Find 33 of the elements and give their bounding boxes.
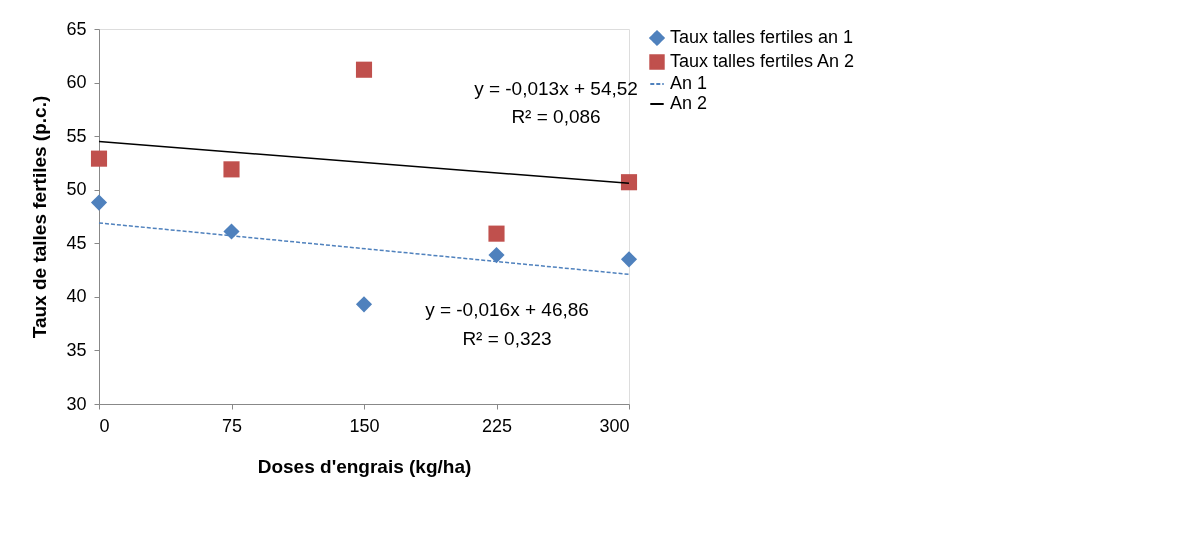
y-tick-label: 60: [66, 72, 87, 93]
point: [488, 225, 505, 242]
annotation: y = -0,016x + 46,86: [425, 299, 589, 320]
y-tick-label: 55: [66, 125, 87, 146]
point: [223, 223, 240, 240]
annotation: R² = 0,323: [462, 328, 552, 349]
legend-label: Taux talles fertiles An 2: [670, 51, 855, 71]
annotation: R² = 0,086: [511, 106, 601, 127]
x-tick-label: 0: [99, 415, 110, 436]
legend-label: An 1: [670, 73, 708, 93]
point: [90, 150, 108, 167]
point: [90, 194, 108, 211]
point: [488, 247, 505, 264]
legend-label: An 2: [670, 93, 708, 113]
legend-label: Taux talles fertiles an 1: [670, 27, 854, 47]
point: [355, 296, 373, 313]
y-tick-label: 45: [66, 232, 87, 253]
y-tick-label: 50: [66, 179, 87, 200]
x-tick-label: 150: [349, 415, 380, 436]
x-axis-title: Doses d'engrais (kg/ha): [257, 455, 472, 477]
annotation: y = -0,013x + 54,52: [474, 78, 638, 99]
y-axis-title: Taux de talles fertiles (p.c.): [29, 95, 51, 339]
y-tick-label: 65: [66, 18, 87, 39]
point: [620, 174, 638, 191]
y-tick-label: 40: [66, 286, 87, 307]
point: [355, 61, 373, 78]
point: [620, 251, 638, 268]
x-tick-label: 225: [481, 415, 513, 436]
point: [223, 161, 240, 178]
y-tick-label: 35: [66, 339, 87, 360]
y-tick-label: 30: [66, 393, 87, 414]
x-tick-label: 300: [599, 415, 630, 436]
x-tick-label: 75: [221, 415, 243, 436]
